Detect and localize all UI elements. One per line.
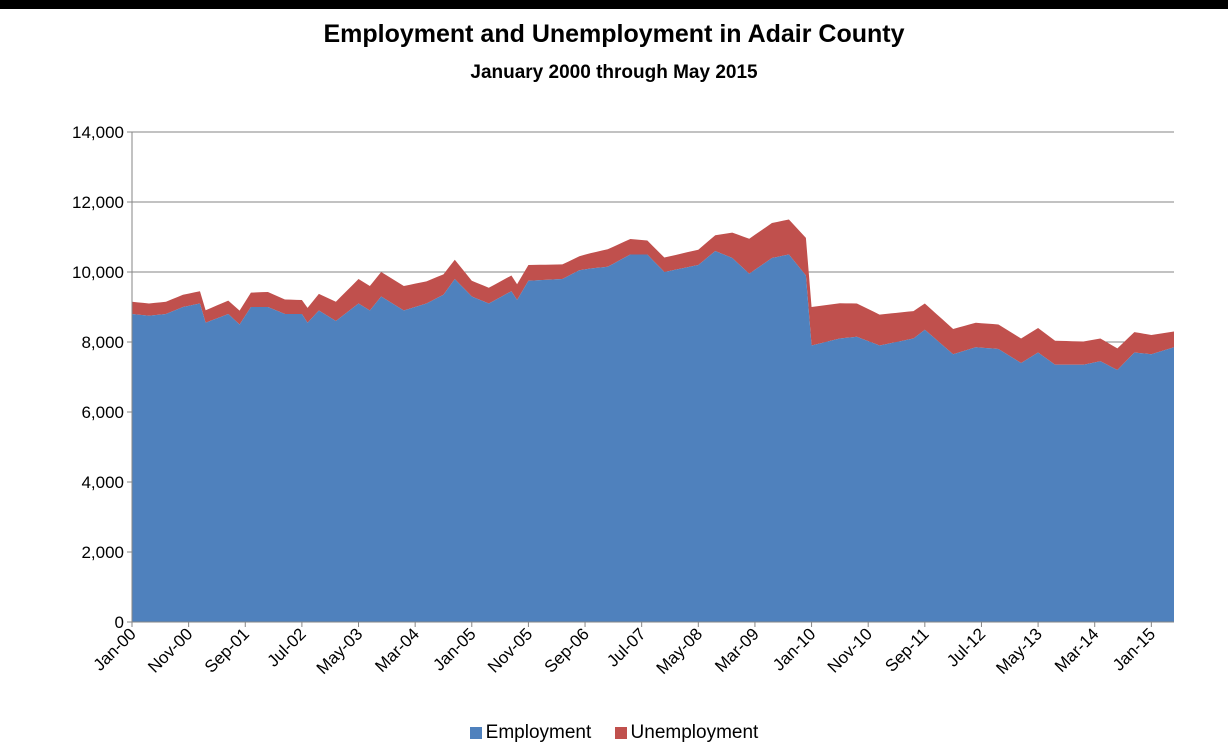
legend-item-unemployment: Unemployment bbox=[614, 722, 759, 744]
x-tick-label-8: Sep-06 bbox=[541, 624, 593, 676]
x-tick-label-4: May-03 bbox=[313, 624, 367, 678]
series-area-employment bbox=[132, 251, 1174, 622]
y-tick-label-5: 10,000 bbox=[72, 263, 124, 282]
legend-item-employment: Employment bbox=[469, 722, 592, 744]
x-tick-label-1: Nov-00 bbox=[144, 624, 196, 676]
chart-title: Employment and Unemployment in Adair Cou… bbox=[323, 20, 905, 48]
y-tick-label-3: 6,000 bbox=[81, 403, 124, 422]
chart-subtitle: January 2000 through May 2015 bbox=[470, 62, 758, 83]
x-tick-label-14: Sep-11 bbox=[881, 624, 932, 675]
x-tick-label-18: Jan-15 bbox=[1109, 624, 1159, 674]
x-tick-label-11: Mar-09 bbox=[711, 624, 763, 676]
y-tick-label-4: 8,000 bbox=[81, 333, 124, 352]
x-tick-label-9: Jul-07 bbox=[603, 624, 649, 670]
legend-label-unemployment: Unemployment bbox=[630, 722, 759, 743]
top-rule bbox=[0, 0, 1228, 9]
x-tick-label-12: Jan-10 bbox=[769, 624, 819, 674]
x-tick-label-7: Nov-05 bbox=[484, 624, 536, 676]
x-tick-label-5: Mar-04 bbox=[371, 624, 423, 676]
legend-swatch-unemployment bbox=[614, 727, 627, 739]
y-tick-label-1: 2,000 bbox=[81, 543, 124, 562]
x-tick-label-3: Jul-02 bbox=[264, 624, 310, 670]
y-tick-label-7: 14,000 bbox=[72, 123, 124, 142]
y-tick-label-2: 4,000 bbox=[81, 473, 124, 492]
x-tick-label-13: Nov-10 bbox=[824, 624, 876, 676]
x-tick-label-6: Jan-05 bbox=[429, 624, 479, 674]
legend-label-employment: Employment bbox=[485, 722, 592, 743]
y-tick-label-6: 12,000 bbox=[72, 193, 124, 212]
x-tick-label-17: Mar-14 bbox=[1051, 624, 1103, 676]
x-tick-label-2: Sep-01 bbox=[201, 624, 253, 676]
x-tick-label-16: May-13 bbox=[992, 624, 1046, 678]
legend: Employment Unemployment bbox=[0, 722, 1228, 745]
x-tick-label-10: May-08 bbox=[653, 624, 707, 678]
area-chart: 0 2,000 4,000 6,000 8,000 10,000 12,000 14,000 J… bbox=[72, 123, 1174, 678]
x-tick-label-15: Jul-12 bbox=[943, 624, 989, 670]
legend-swatch-employment bbox=[469, 727, 482, 739]
series-area-unemployment bbox=[132, 219, 1174, 370]
y-tick-label-0: 0 bbox=[115, 613, 124, 632]
